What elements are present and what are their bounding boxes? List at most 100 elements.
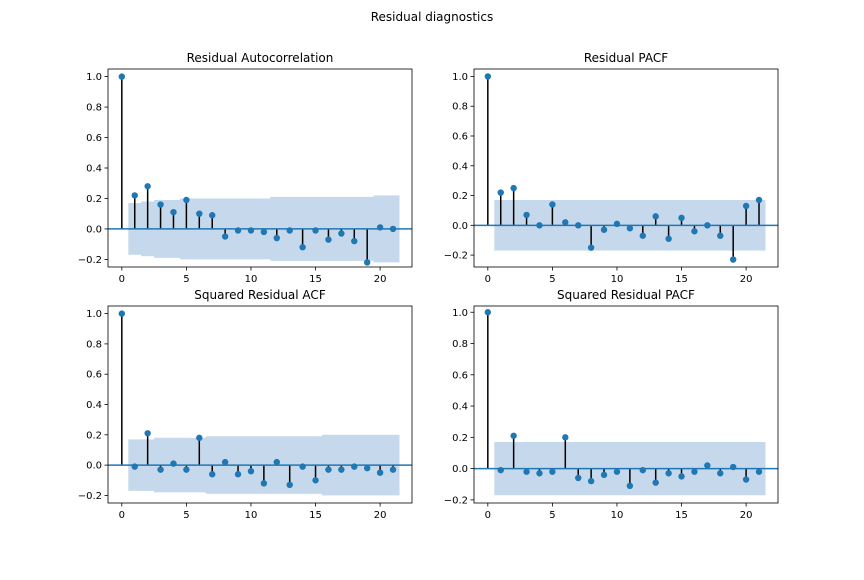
y-tick-label: 0.8 [86, 103, 102, 114]
point-lag-20 [742, 476, 750, 483]
point-lag-13 [652, 213, 659, 220]
x-tick-label: 5 [183, 510, 189, 521]
point-lag-2 [510, 432, 517, 439]
y-tick-label: −0.2 [444, 251, 468, 262]
y-tick-label: 0.2 [452, 433, 468, 444]
point-lag-7 [209, 471, 216, 478]
point-lag-16 [325, 236, 332, 243]
point-lag-5 [183, 466, 190, 473]
point-lag-6 [196, 434, 203, 442]
y-tick-label: 0.4 [452, 402, 468, 413]
point-lag-17 [704, 222, 711, 229]
subplot-4: 0 5 10 15 20 −0.2 0.0 0.2 0.4 0.6 0.8 1.0 Squared Re… [444, 288, 779, 521]
y-tick-label: 0.8 [452, 102, 468, 113]
point-lag-21 [755, 468, 763, 475]
point-lag-15 [678, 473, 685, 480]
point-lag-19 [363, 464, 371, 472]
x-tick-label: 10 [611, 510, 624, 521]
point-lag-0 [484, 309, 492, 316]
point-lag-21 [389, 466, 397, 473]
y-tick-label: −0.2 [78, 255, 102, 266]
point-lag-4 [536, 222, 543, 229]
point-lag-5 [549, 201, 556, 208]
point-lag-20 [376, 224, 384, 231]
point-lag-4 [536, 470, 543, 477]
point-lag-10 [613, 220, 621, 228]
point-lag-5 [183, 196, 190, 204]
axes-frame [473, 68, 779, 268]
point-lag-8 [221, 233, 229, 240]
point-lag-3 [157, 466, 164, 473]
point-lag-19 [729, 256, 737, 263]
subplot-1: 0 5 10 15 20 −0.2 0.0 0.2 0.4 0.6 0.8 1.0 Residual A… [78, 51, 413, 285]
point-lag-8 [587, 477, 595, 485]
point-lag-10 [247, 227, 255, 234]
x-tick-label: 0 [119, 510, 125, 521]
x-tick-label: 20 [374, 510, 387, 521]
point-lag-14 [665, 470, 672, 477]
subplot-title: Squared Residual PACF [557, 288, 695, 302]
x-tick-label: 10 [611, 274, 624, 285]
point-lag-17 [338, 230, 345, 237]
point-lag-12 [639, 232, 646, 239]
point-lag-7 [209, 212, 216, 219]
y-tick-label: 0.4 [452, 161, 468, 172]
y-tick-label: 0.8 [452, 339, 468, 350]
point-lag-13 [286, 227, 293, 234]
point-lag-8 [587, 244, 595, 251]
x-tick-label: 20 [740, 510, 753, 521]
y-tick-label: 0.2 [86, 194, 102, 205]
x-tick-label: 5 [183, 274, 189, 285]
point-lag-19 [363, 259, 371, 266]
point-lag-9 [600, 471, 608, 479]
point-lag-21 [389, 225, 397, 233]
point-lag-1 [497, 189, 504, 196]
y-tick-label: 0.2 [452, 191, 468, 202]
figure-title: Residual diagnostics [370, 10, 494, 24]
y-tick-label: 0.4 [86, 164, 102, 175]
y-tick-label: 0.0 [452, 464, 468, 475]
point-lag-11 [260, 480, 268, 487]
point-lag-11 [260, 228, 268, 236]
point-lag-12 [639, 466, 646, 474]
point-lag-12 [273, 458, 280, 466]
y-tick-label: 1.0 [452, 308, 468, 319]
y-tick-label: 0.4 [86, 400, 102, 411]
point-lag-15 [312, 227, 319, 234]
point-lag-3 [523, 211, 530, 219]
point-lag-3 [157, 201, 164, 208]
point-lag-2 [144, 183, 151, 190]
x-tick-label: 15 [309, 274, 322, 285]
point-lag-14 [665, 235, 672, 242]
point-lag-4 [170, 460, 177, 467]
point-lag-13 [286, 481, 293, 489]
y-tick-label: 0.2 [86, 430, 102, 441]
x-tick-label: 15 [309, 510, 322, 521]
y-tick-label: 1.0 [86, 309, 102, 320]
point-lag-10 [613, 468, 621, 475]
point-lag-1 [497, 466, 504, 474]
x-tick-label: 15 [675, 274, 688, 285]
subplot-3: 0 5 10 15 20 −0.2 0.0 0.2 0.4 0.6 0.8 1.0 Squared Re… [78, 288, 413, 521]
point-lag-0 [118, 310, 126, 317]
point-lag-16 [325, 466, 332, 473]
point-lag-21 [755, 196, 763, 204]
y-tick-label: 0.6 [452, 370, 468, 381]
point-lag-9 [234, 227, 242, 234]
point-lag-9 [600, 226, 608, 233]
x-tick-label: 5 [549, 274, 555, 285]
point-lag-18 [717, 470, 724, 477]
point-lag-15 [678, 214, 685, 222]
point-lag-18 [717, 232, 724, 239]
y-tick-label: 1.0 [452, 72, 468, 83]
point-lag-11 [626, 225, 634, 232]
x-tick-label: 0 [485, 510, 491, 521]
point-lag-14 [299, 244, 306, 251]
y-tick-label: 0.0 [452, 221, 468, 232]
x-tick-label: 15 [675, 510, 688, 521]
point-lag-7 [575, 222, 582, 229]
point-lag-18 [351, 237, 358, 245]
y-tick-label: −0.2 [444, 495, 468, 506]
